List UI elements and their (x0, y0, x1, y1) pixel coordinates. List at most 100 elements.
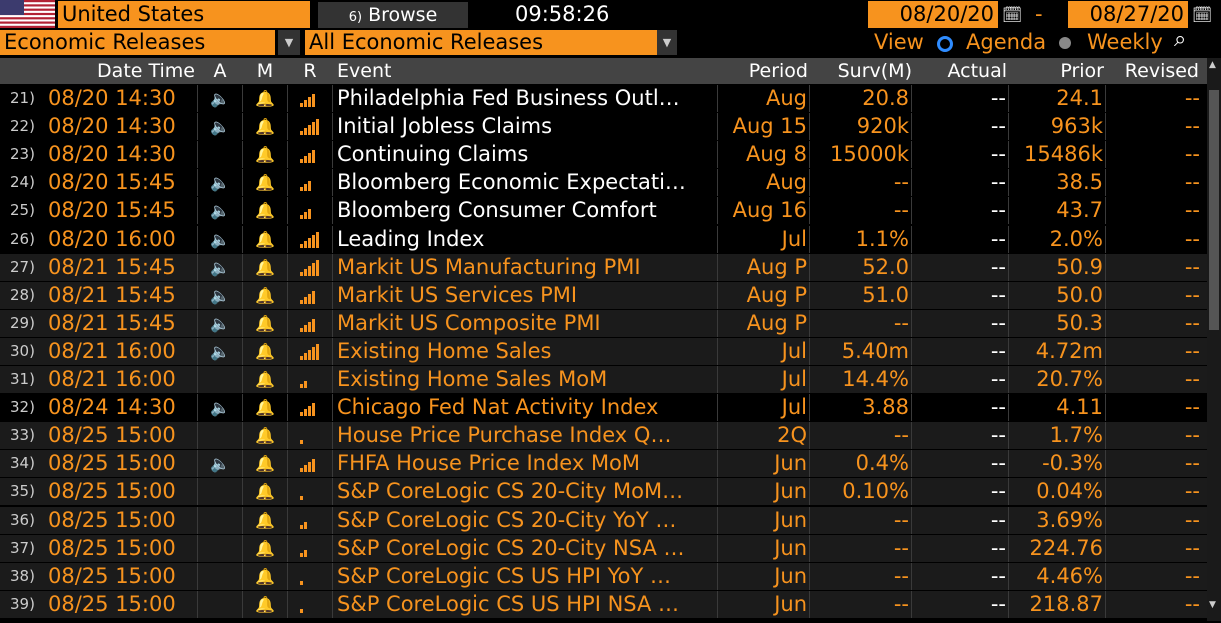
zoom-icon[interactable]: ⌕ (1174, 27, 1187, 52)
bell-icon[interactable]: 🔔 (243, 337, 288, 365)
speaker-icon[interactable]: 🔈 (198, 309, 243, 337)
table-row[interactable]: 31) 08/21 16:00 🔔 Existing Home Sales MoM Ju… (0, 366, 1207, 393)
speaker-icon[interactable]: 🔈 (198, 450, 243, 478)
bell-icon[interactable]: 🔔 (243, 169, 288, 197)
bell-icon[interactable]: 🔔 (243, 253, 288, 281)
col-survey[interactable]: Surv(M) (837, 60, 912, 82)
table-row[interactable]: 33) 08/25 15:00 🔔 House Price Purchase Inde… (0, 422, 1207, 450)
table-row[interactable]: 24) 08/20 15:45 🔈 🔔 Bloomberg Economic Expec… (0, 169, 1207, 197)
table-row[interactable]: 35) 08/25 15:00 🔔 S&P CoreLogic CS 20-City … (0, 478, 1207, 506)
event-name[interactable]: Chicago Fed Nat Activity Index (333, 394, 718, 422)
alert-empty[interactable] (198, 141, 243, 169)
source-dropdown[interactable]: Economic Releases (0, 30, 275, 55)
col-alert[interactable]: A (213, 60, 227, 82)
col-actual[interactable]: Actual (947, 60, 1007, 82)
event-name[interactable]: Markit US Manufacturing PMI (333, 253, 718, 281)
bell-icon[interactable]: 🔔 (243, 534, 288, 562)
event-name[interactable]: Initial Jobless Claims (333, 113, 718, 141)
bell-icon[interactable]: 🔔 (243, 281, 288, 309)
alert-empty[interactable] (198, 478, 243, 506)
bell-icon[interactable]: 🔔 (243, 225, 288, 253)
speaker-icon[interactable]: 🔈 (198, 169, 243, 197)
event-name[interactable]: S&P CoreLogic CS 20-City YoY … (333, 506, 718, 534)
alert-empty[interactable] (198, 562, 243, 590)
table-row[interactable]: 39) 08/25 15:00 🔔 S&P CoreLogic CS US HPI N… (0, 590, 1207, 618)
event-name[interactable]: Markit US Services PMI (333, 281, 718, 309)
agenda-label[interactable]: Agenda (966, 30, 1047, 54)
event-name[interactable]: FHFA House Price Index MoM (333, 450, 718, 478)
table-row[interactable]: 30) 08/21 16:00 🔈 🔔 Existing Home Sales Jul 5.… (0, 337, 1207, 365)
browse-button[interactable]: 6) Browse (318, 2, 468, 28)
scroll-thumb[interactable] (1209, 90, 1219, 330)
col-relevance[interactable]: R (303, 60, 317, 82)
event-name[interactable]: Markit US Composite PMI (333, 309, 718, 337)
col-prior[interactable]: Prior (1060, 60, 1104, 82)
speaker-icon[interactable]: 🔈 (198, 337, 243, 365)
event-name[interactable]: S&P CoreLogic CS 20-City MoM… (333, 478, 718, 506)
alert-empty[interactable] (198, 506, 243, 534)
start-date-field[interactable]: 08/20/20 (868, 1, 998, 28)
table-row[interactable]: 26) 08/20 16:00 🔈 🔔 Leading Index Jul 1.1% -- 2.… (0, 225, 1207, 253)
speaker-icon[interactable]: 🔈 (198, 394, 243, 422)
weekly-radio[interactable] (1059, 37, 1071, 49)
alert-empty[interactable] (198, 590, 243, 618)
event-name[interactable]: Leading Index (333, 225, 718, 253)
event-name[interactable]: Bloomberg Consumer Comfort (333, 197, 718, 225)
col-revised[interactable]: Revised (1124, 60, 1199, 82)
bell-icon[interactable]: 🔔 (243, 309, 288, 337)
table-row[interactable]: 28) 08/21 15:45 🔈 🔔 Markit US Services PMI Au… (0, 281, 1207, 309)
bell-icon[interactable]: 🔔 (243, 85, 288, 112)
col-period[interactable]: Period (748, 60, 808, 82)
table-row[interactable]: 27) 08/21 15:45 🔈 🔔 Markit US Manufacturing … (0, 253, 1207, 281)
bell-icon[interactable]: 🔔 (243, 478, 288, 506)
bell-icon[interactable]: 🔔 (243, 394, 288, 422)
bell-icon[interactable]: 🔔 (243, 422, 288, 450)
table-row[interactable]: 29) 08/21 15:45 🔈 🔔 Markit US Composite PMI A… (0, 309, 1207, 337)
event-name[interactable]: Continuing Claims (333, 141, 718, 169)
speaker-icon[interactable]: 🔈 (198, 253, 243, 281)
speaker-icon[interactable]: 🔈 (198, 113, 243, 141)
bell-icon[interactable]: 🔔 (243, 197, 288, 225)
event-name[interactable]: Existing Home Sales (333, 337, 718, 365)
alert-empty[interactable] (198, 534, 243, 562)
agenda-radio[interactable] (937, 36, 953, 52)
speaker-icon[interactable]: 🔈 (198, 197, 243, 225)
release-type-dropdown[interactable]: All Economic Releases (305, 30, 657, 55)
chevron-down-icon[interactable]: ▼ (657, 30, 677, 55)
scroll-down-icon[interactable]: ▼ (1209, 600, 1216, 610)
col-monitor[interactable]: M (256, 60, 274, 82)
weekly-label[interactable]: Weekly (1087, 30, 1163, 54)
alert-empty[interactable] (198, 366, 243, 393)
chevron-down-icon[interactable]: ▼ (278, 30, 300, 55)
event-name[interactable]: Bloomberg Economic Expectati… (333, 169, 718, 197)
event-name[interactable]: S&P CoreLogic CS 20-City NSA … (333, 534, 718, 562)
alert-empty[interactable] (198, 422, 243, 450)
bell-icon[interactable]: 🔔 (243, 141, 288, 169)
table-row[interactable]: 25) 08/20 15:45 🔈 🔔 Bloomberg Consumer Comfo… (0, 197, 1207, 225)
table-row[interactable]: 32) 08/24 14:30 🔈 🔔 Chicago Fed Nat Activity… (0, 394, 1207, 422)
bell-icon[interactable]: 🔔 (243, 590, 288, 618)
bell-icon[interactable]: 🔔 (243, 366, 288, 393)
scroll-up-icon[interactable]: ▲ (1209, 60, 1216, 70)
table-row[interactable]: 36) 08/25 15:00 🔔 S&P CoreLogic CS 20-City … (0, 506, 1207, 534)
end-date-field[interactable]: 08/27/20 (1068, 1, 1188, 28)
table-row[interactable]: 21) 08/20 14:30 🔈 🔔 Philadelphia Fed Busines… (0, 85, 1207, 112)
col-event[interactable]: Event (337, 60, 392, 82)
col-datetime[interactable]: Date Time (97, 60, 195, 82)
table-row[interactable]: 23) 08/20 14:30 🔔 Continuing Claims Aug 8 150… (0, 141, 1207, 169)
table-row[interactable]: 38) 08/25 15:00 🔔 S&P CoreLogic CS US HPI Y… (0, 562, 1207, 590)
speaker-icon[interactable]: 🔈 (198, 85, 243, 112)
table-row[interactable]: 22) 08/20 14:30 🔈 🔔 Initial Jobless Claims Au… (0, 113, 1207, 141)
event-name[interactable]: Philadelphia Fed Business Outl… (333, 85, 718, 112)
speaker-icon[interactable]: 🔈 (198, 225, 243, 253)
bell-icon[interactable]: 🔔 (243, 450, 288, 478)
table-row[interactable]: 34) 08/25 15:00 🔈 🔔 FHFA House Price Index M… (0, 450, 1207, 478)
bell-icon[interactable]: 🔔 (243, 562, 288, 590)
event-name[interactable]: Existing Home Sales MoM (333, 366, 718, 393)
speaker-icon[interactable]: 🔈 (198, 281, 243, 309)
bell-icon[interactable]: 🔔 (243, 113, 288, 141)
event-name[interactable]: S&P CoreLogic CS US HPI YoY … (333, 562, 718, 590)
calendar-icon[interactable]: 🗓 (1192, 5, 1213, 24)
bell-icon[interactable]: 🔔 (243, 506, 288, 534)
event-name[interactable]: S&P CoreLogic CS US HPI NSA … (333, 590, 718, 618)
